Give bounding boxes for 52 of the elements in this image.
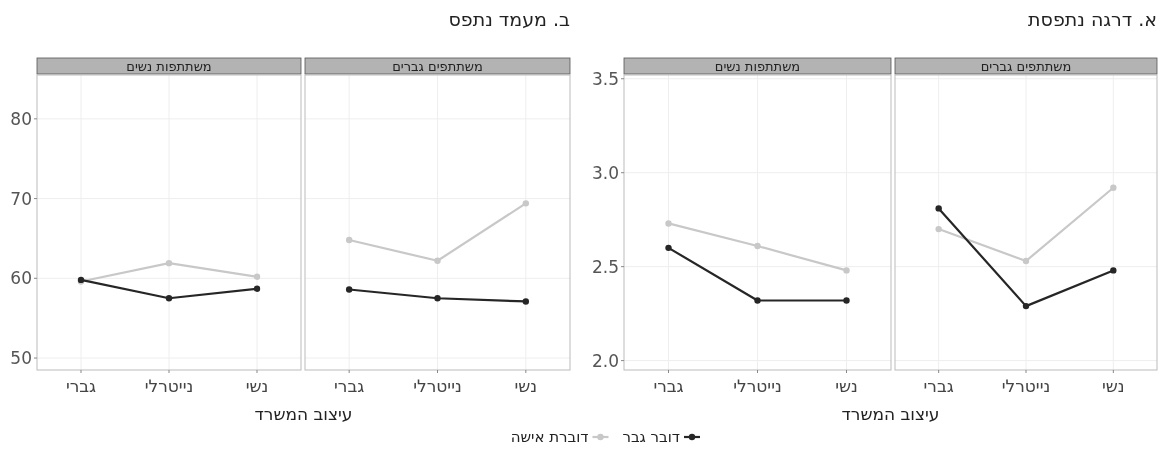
x-tick-label: גברי bbox=[334, 376, 365, 396]
legend-label: דוברת אישה bbox=[510, 428, 589, 446]
point bbox=[165, 259, 173, 267]
point bbox=[1110, 184, 1117, 191]
x-tick-label: נייטרלי bbox=[144, 376, 194, 396]
x-tick-label: נשי bbox=[514, 376, 538, 396]
x-tick-label: נשי bbox=[1102, 376, 1125, 396]
x-axis-title: עיצוב המשרד bbox=[841, 404, 940, 424]
x-tick-label: נייטרלי bbox=[413, 376, 462, 396]
point bbox=[1022, 302, 1030, 310]
point bbox=[165, 295, 173, 302]
legend-label: דובר גבר bbox=[622, 428, 680, 446]
chart-title: משתתפות נשים bbox=[126, 59, 212, 74]
point bbox=[1110, 267, 1117, 274]
x-tick-label: נשי bbox=[835, 376, 858, 396]
text: א. דרגה נתפסת bbox=[1028, 8, 1157, 30]
point bbox=[665, 244, 672, 252]
point bbox=[345, 286, 353, 293]
y-tick-label: 2.0 bbox=[591, 350, 619, 371]
point bbox=[665, 220, 672, 227]
x-tick-label: גברי bbox=[653, 376, 684, 396]
y-tick-label: 80 bbox=[10, 108, 32, 129]
y-tick-label: 3.5 bbox=[591, 68, 619, 89]
point bbox=[253, 285, 261, 292]
point bbox=[434, 257, 441, 264]
text: ב. מעמד נתפס bbox=[448, 8, 571, 30]
chart-title: משתתפות נשים bbox=[714, 59, 801, 74]
point bbox=[843, 267, 850, 274]
point bbox=[1022, 257, 1030, 265]
y-tick-label: 60 bbox=[10, 268, 32, 289]
y-tick-label: 70 bbox=[10, 188, 32, 209]
point bbox=[843, 297, 850, 304]
point bbox=[754, 242, 761, 250]
y-tick-label: 3.0 bbox=[591, 162, 619, 183]
y-tick-label: 50 bbox=[10, 348, 32, 369]
x-tick-label: גברי bbox=[65, 376, 97, 396]
chart-title: משתתפים גברים bbox=[980, 59, 1072, 74]
point bbox=[522, 200, 530, 207]
chart-title: משתתפים גברים bbox=[392, 59, 483, 74]
point bbox=[345, 236, 353, 244]
point bbox=[754, 297, 761, 304]
y-tick-label: 2.5 bbox=[591, 256, 619, 277]
point bbox=[935, 205, 942, 212]
point bbox=[935, 225, 942, 233]
point bbox=[522, 298, 530, 305]
point bbox=[253, 273, 261, 280]
x-axis-title: עיצוב המשרד bbox=[254, 404, 353, 424]
point bbox=[434, 295, 441, 302]
x-tick-label: גברי bbox=[923, 376, 954, 396]
x-tick-label: נייטרלי bbox=[733, 376, 782, 396]
x-tick-label: נשי bbox=[245, 376, 269, 396]
x-tick-label: נייטרלי bbox=[1001, 376, 1051, 396]
